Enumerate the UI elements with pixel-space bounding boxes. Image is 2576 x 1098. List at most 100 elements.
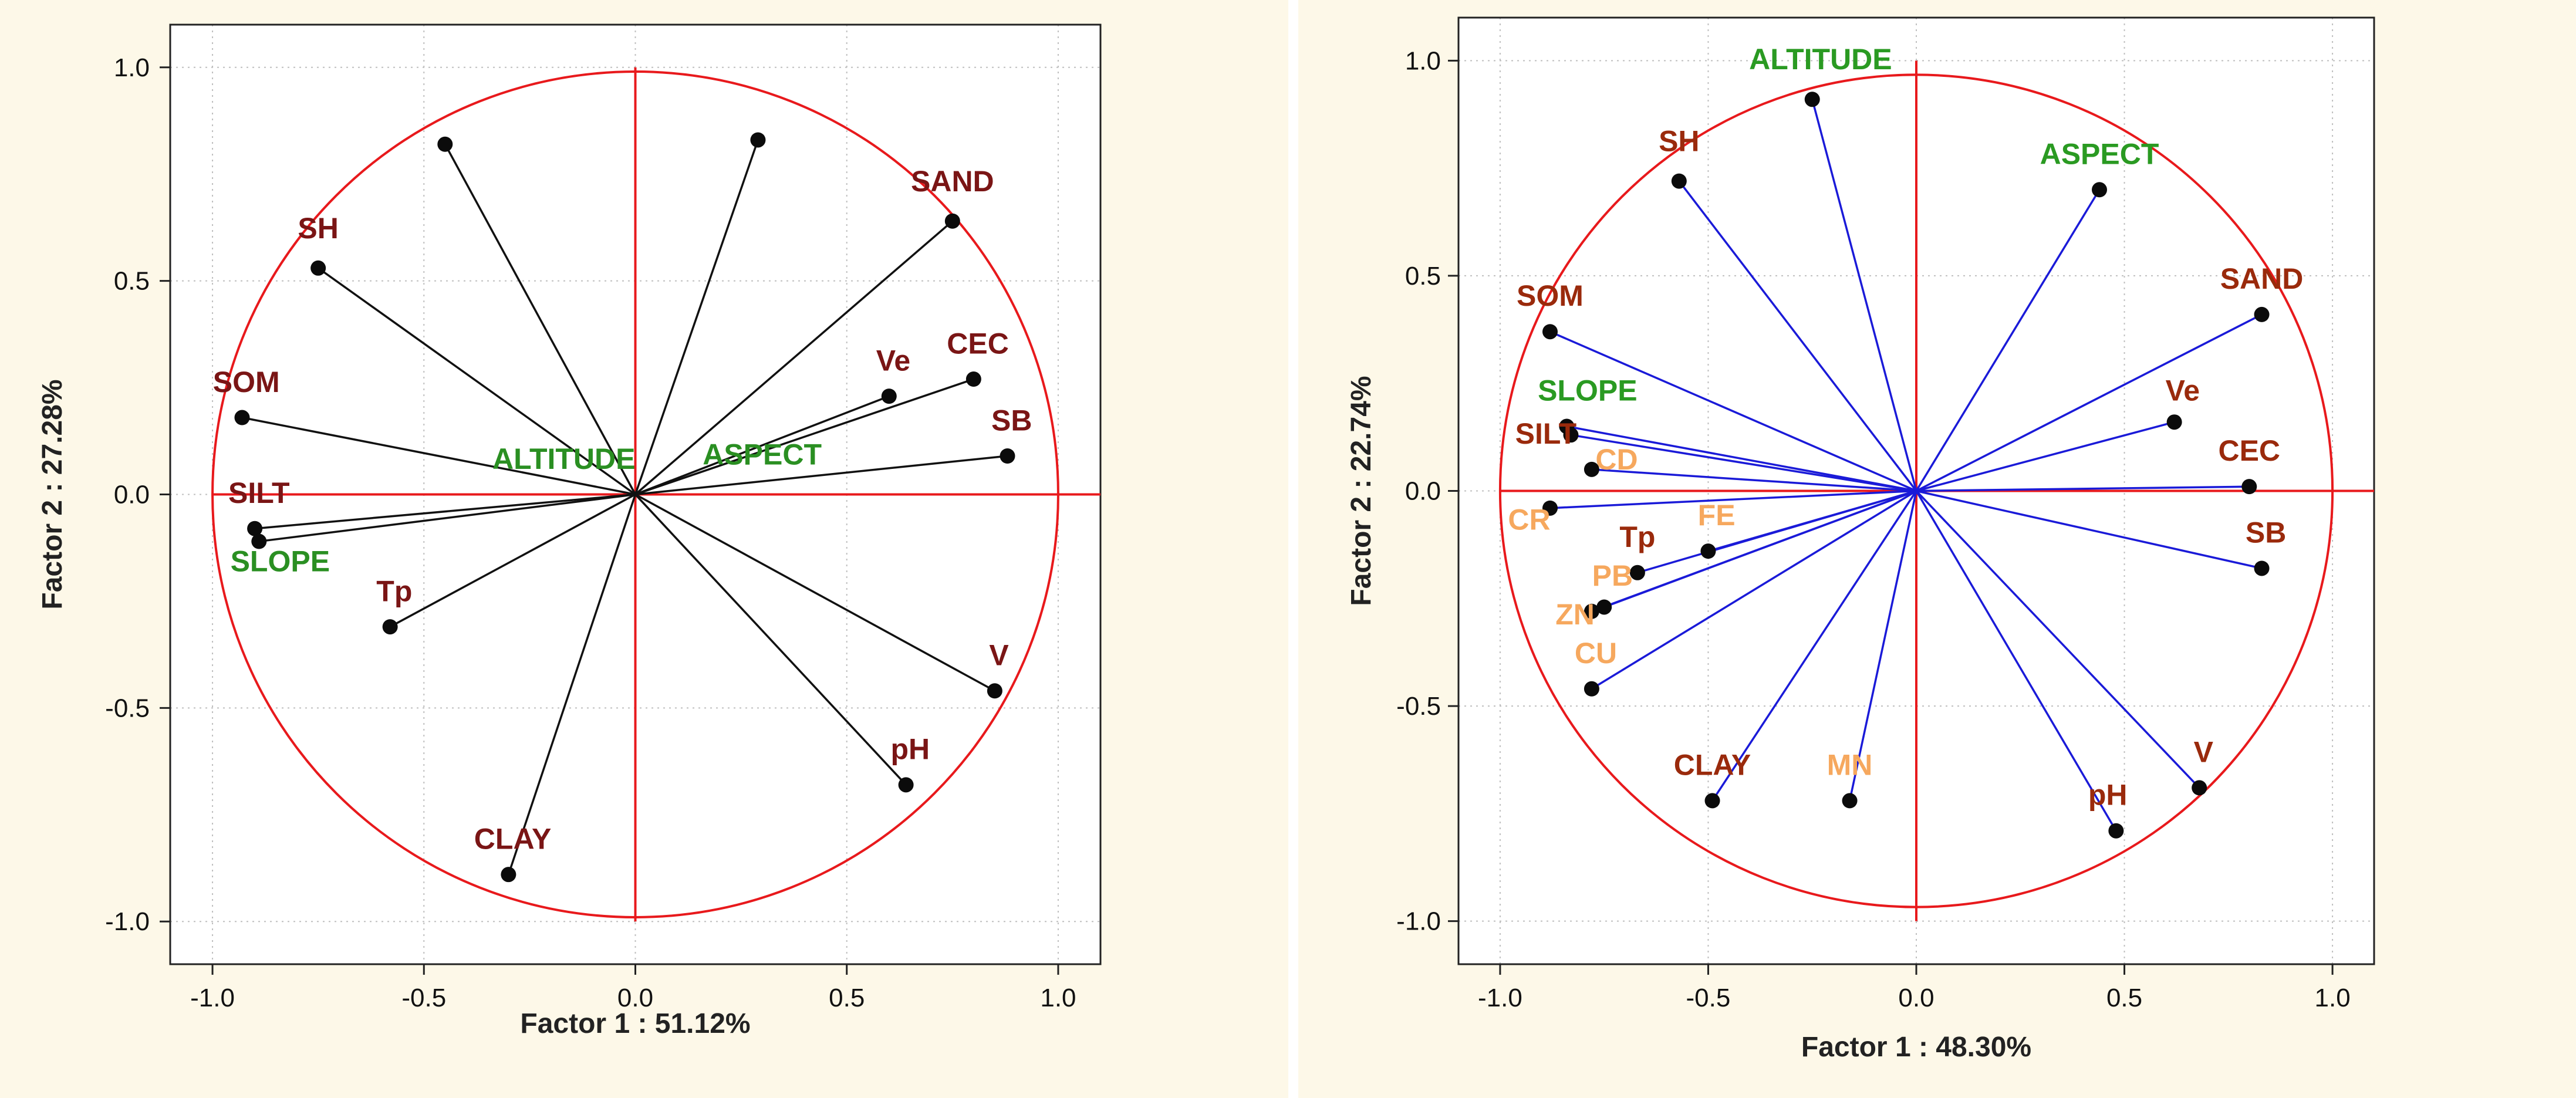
variable-label-tp: Tp [1619,521,1655,553]
variable-label-sb: SB [2246,516,2286,549]
loading-point-cd [1584,461,1599,477]
variable-label-cr: CR [1508,503,1550,536]
loading-point-clay [501,867,516,883]
loading-point-zn [1584,603,1599,619]
variable-label-cu: CU [1575,637,1617,670]
loading-point-ve [2166,414,2182,430]
loading-vector-silt [1571,434,1917,492]
y-tick-label: 0.0 [1405,477,1441,506]
loading-vector-cec [1916,485,2250,492]
y-tick-label: -0.5 [105,694,150,722]
x-tick-label: 0.0 [1898,984,1934,1012]
loading-point-som [234,410,250,425]
loading-vector-sh [318,267,636,495]
loading-vector-tp [389,493,636,628]
loading-point-cec [2241,479,2257,495]
loading-point-tp [1629,565,1645,580]
y-tick-label: 0.0 [114,481,150,509]
loading-point-sand [944,213,960,229]
loading-vector-clay [1711,490,1917,802]
loading-vector-ve [1916,421,2175,492]
loading-point-cu [1584,681,1599,697]
variable-label-sand: SAND [2220,262,2304,295]
x-tick-label: 0.0 [617,984,653,1012]
loading-point-sh [1671,173,1687,189]
variable-label-slope: SLOPE [231,545,330,577]
variable-label-v: V [989,639,1009,672]
variable-label-clay: CLAY [474,823,552,856]
y-tick-label: -1.0 [105,907,150,936]
x-tick-label: 1.0 [2315,984,2351,1012]
loading-vector-som [242,416,636,496]
variable-label-cec: CEC [947,327,1009,360]
loading-vector-cu [1591,490,1917,690]
variable-label-som: SOM [1517,279,1584,312]
y-tick-label: 0.5 [1405,262,1441,290]
variable-label-som: SOM [213,366,280,398]
loading-vector-altitude [1811,99,1917,491]
y-tick-label: 1.0 [1405,46,1441,75]
loading-point-aspect [750,132,766,148]
loading-vector-ph [634,494,907,786]
variable-label-altitude: ALTITUDE [492,442,635,475]
x-tick-label: -0.5 [401,984,446,1012]
loading-vector-altitude [444,143,637,495]
loading-point-aspect [2092,182,2107,198]
loading-vector-sand [634,220,953,495]
loading-point-v [2192,780,2207,796]
loading-vector-ve [634,395,890,496]
variable-label-altitude: ALTITUDE [1749,43,1892,76]
loading-vector-sand [1916,313,2263,492]
loading-point-ph [898,777,914,793]
variable-label-v: V [2194,735,2214,768]
x-tick-label: -1.0 [1478,984,1522,1012]
variable-label-ph: pH [890,733,930,766]
loading-vector-sb [1916,489,2262,570]
loading-point-cr [1542,500,1558,516]
loading-point-sand [2254,306,2270,322]
loading-point-sb [2254,560,2270,576]
loading-vector-ph [1915,490,2117,832]
loading-point-ve [881,388,897,404]
loading-vector-slope [1566,425,1917,492]
y-tick-label: -0.5 [1396,692,1441,721]
variable-label-ve: Ve [876,344,910,377]
loading-point-silt [247,521,263,536]
loading-point-fe [1700,543,1716,559]
variable-label-slope: SLOPE [1538,374,1637,407]
chart-left: -1.0 -0.5 0.0 0.5 1.0 -1.0 -0.5 0.0 0.5 1.0 Factor… [37,23,1102,1039]
variable-label-silt: SILT [228,477,290,509]
y-tick-label: 0.5 [114,267,150,296]
loading-point-cec [965,371,981,387]
loading-vector-slope [259,493,636,543]
variable-label-sh: SH [1659,124,1699,157]
loading-vector-sh [1678,180,1917,492]
x-axis-title: Factor 1 : 51.12% [520,1008,750,1039]
loading-point-clay [1704,793,1720,809]
loading-point-sh [310,260,326,276]
loading-point-altitude [1804,92,1820,107]
loading-vector-silt [254,493,636,530]
x-tick-label: -0.5 [1686,984,1731,1012]
loading-vector-clay [507,494,637,875]
loading-point-ph [2108,823,2124,839]
loading-vector-aspect [1915,189,2101,492]
loading-point-tp [382,619,398,635]
x-tick-label: 1.0 [1040,984,1076,1012]
y-tick-label: -1.0 [1396,907,1441,936]
loading-vector-cec [634,378,974,496]
y-tick-label: 1.0 [114,53,150,82]
loading-point-pb [1596,599,1612,615]
variable-label-silt: SILT [1515,417,1577,450]
loading-vector-cr [1549,489,1917,509]
variable-label-sb: SB [991,404,1032,437]
loading-point-v [987,683,1002,699]
loading-point-slope [251,533,267,549]
loading-vector-mn [1848,491,1917,801]
variable-label-ve: Ve [2166,374,2200,407]
variable-label-aspect: ASPECT [2040,137,2159,170]
variable-label-sand: SAND [911,165,994,198]
loading-vector-v [1915,490,2200,789]
variable-label-aspect: ASPECT [703,438,822,471]
